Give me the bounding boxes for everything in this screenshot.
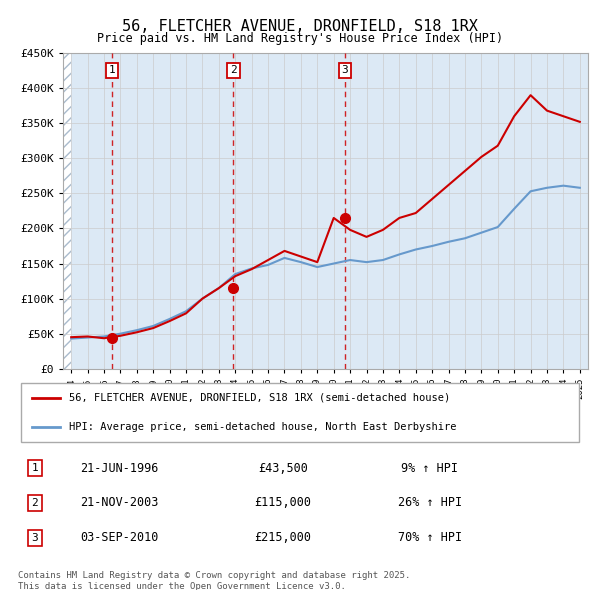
Text: 26% ↑ HPI: 26% ↑ HPI [398, 496, 462, 510]
Text: 1: 1 [109, 65, 115, 76]
Text: 70% ↑ HPI: 70% ↑ HPI [398, 532, 462, 545]
Text: 9% ↑ HPI: 9% ↑ HPI [401, 461, 458, 474]
Text: 3: 3 [32, 533, 38, 543]
Text: HPI: Average price, semi-detached house, North East Derbyshire: HPI: Average price, semi-detached house,… [69, 422, 456, 432]
Text: 56, FLETCHER AVENUE, DRONFIELD, S18 1RX: 56, FLETCHER AVENUE, DRONFIELD, S18 1RX [122, 19, 478, 34]
Bar [63, 53, 71, 369]
Text: 03-SEP-2010: 03-SEP-2010 [80, 532, 159, 545]
Text: 3: 3 [341, 65, 348, 76]
Text: 2: 2 [230, 65, 237, 76]
Text: 2: 2 [32, 498, 38, 508]
Bar [63, 53, 71, 369]
Text: Contains HM Land Registry data © Crown copyright and database right 2025.: Contains HM Land Registry data © Crown c… [18, 571, 410, 579]
Text: £215,000: £215,000 [254, 532, 311, 545]
Text: This data is licensed under the Open Government Licence v3.0.: This data is licensed under the Open Gov… [18, 582, 346, 590]
Text: 21-NOV-2003: 21-NOV-2003 [80, 496, 159, 510]
Text: Price paid vs. HM Land Registry's House Price Index (HPI): Price paid vs. HM Land Registry's House … [97, 32, 503, 45]
Text: £115,000: £115,000 [254, 496, 311, 510]
Text: 21-JUN-1996: 21-JUN-1996 [80, 461, 159, 474]
Text: 56, FLETCHER AVENUE, DRONFIELD, S18 1RX (semi-detached house): 56, FLETCHER AVENUE, DRONFIELD, S18 1RX … [69, 393, 450, 403]
Text: 1: 1 [32, 463, 38, 473]
Text: £43,500: £43,500 [258, 461, 308, 474]
FancyBboxPatch shape [21, 383, 579, 442]
